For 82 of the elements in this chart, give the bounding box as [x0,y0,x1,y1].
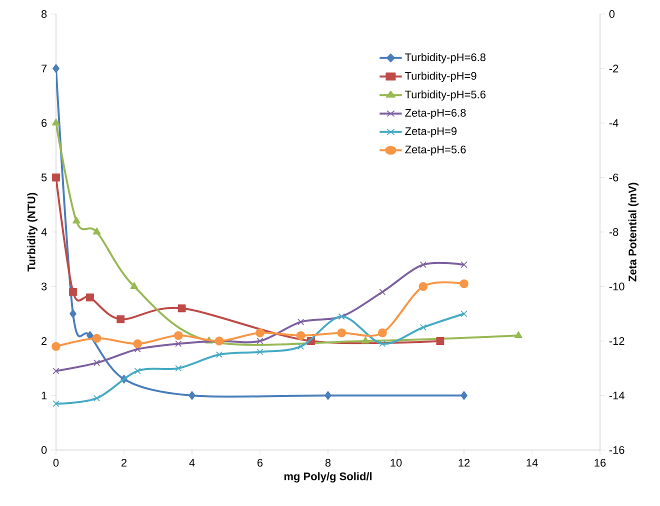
point [379,288,386,296]
point [52,342,60,351]
y2-tick-label: -14 [609,392,624,400]
point [418,282,428,291]
y-tick-label: 7 [42,64,47,72]
x-tick-label: 16 [594,458,606,467]
point [298,318,304,326]
point [69,288,77,296]
point [94,360,100,366]
y-tick-label: 4 [41,228,47,236]
x-tick-label: 12 [458,458,470,467]
legend-label: Zeta-pH=6.8 [405,108,466,119]
legend-label: Turbidity-pH=5.6 [405,90,486,101]
point [52,174,60,182]
y-tick-label: 2 [42,337,47,345]
point [460,310,468,318]
point [86,293,94,302]
point [514,331,522,338]
y-tick-label: 3 [41,282,47,290]
y-tick-label: 5 [41,174,47,182]
legend-label: Zeta-pH=9 [405,127,457,138]
point [188,391,196,400]
y2-tick-label: -12 [609,337,624,345]
legend-label: Zeta-pH=5.6 [405,146,466,156]
point [298,343,304,350]
y2-axis-title: Zeta Potential (mV) [628,182,639,282]
point [133,339,142,348]
point [256,338,264,344]
y-tick-label: 8 [41,10,47,18]
point [379,340,386,347]
point [378,328,387,338]
point [134,346,141,352]
y-tick-label: 6 [42,119,47,127]
point [296,331,306,340]
x-tick-label: 10 [390,458,402,467]
point [52,118,60,126]
y2-tick-label: -4 [609,119,618,127]
y-tick-label: 0 [41,446,47,454]
y-tick-label: 1 [42,392,47,400]
y2-tick-label: -16 [609,446,624,454]
point [460,391,468,400]
point [52,400,60,407]
point [178,304,186,312]
y2-tick-label: -6 [609,174,618,182]
x-axis-title: mg Poly/g Solid/l [284,472,372,482]
point [256,348,264,356]
x-tick-label: 2 [121,458,127,467]
point [460,279,468,288]
point [92,228,101,234]
point [92,334,102,343]
point [52,64,60,73]
x-tick-label: 14 [526,458,538,466]
point [94,394,100,402]
y2-tick-label: -10 [609,282,624,290]
point [174,331,183,340]
x-tick-label: 4 [189,458,195,466]
point [460,261,468,268]
y2-tick-label: -8 [609,228,618,236]
point [361,336,370,344]
point [52,368,60,374]
y2-tick-label: -2 [609,64,618,72]
point [175,340,182,347]
legend-label: Turbidity-pH=6.8 [405,53,486,64]
point [70,309,76,318]
y-axis-title: Turbidity (NTU) [27,192,38,272]
point [72,216,80,224]
point [436,337,444,345]
y2-tick-label: 0 [609,10,615,18]
legend-label: Turbidity-pH=9 [405,72,476,82]
point [420,261,426,268]
point [420,324,426,331]
point [256,328,264,338]
x-tick-label: 6 [258,458,263,467]
point [324,391,332,400]
point [337,328,346,338]
x-tick-label: 0 [53,458,59,467]
point [216,351,222,358]
point [130,282,138,289]
point [175,364,182,372]
point [134,368,141,374]
point [116,315,125,324]
x-tick-label: 8 [325,458,331,467]
